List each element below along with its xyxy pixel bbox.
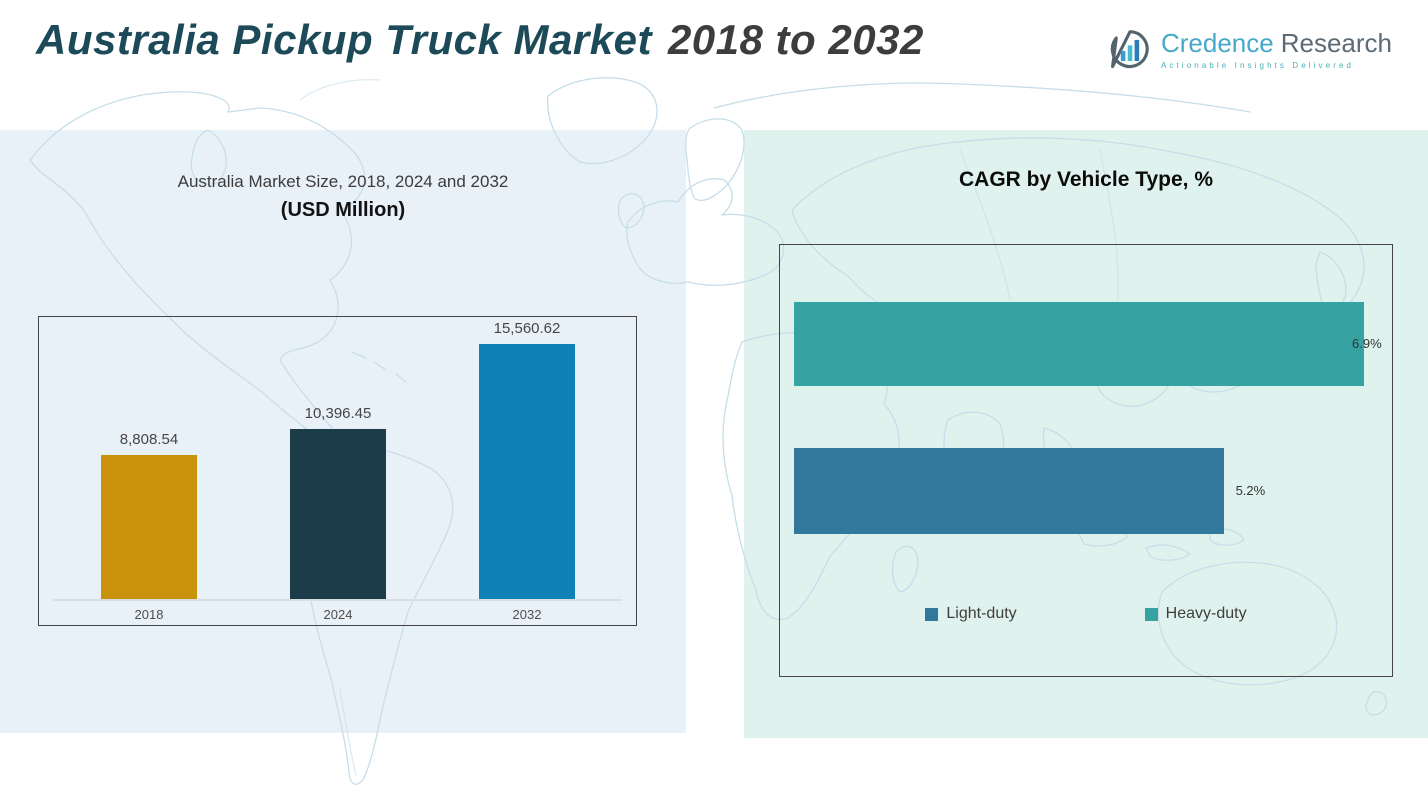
- bar-light-duty: [794, 448, 1224, 534]
- logo-text: Credence Research Actionable Insights Del…: [1161, 28, 1392, 70]
- legend-label-light-duty: Light-duty: [946, 605, 1017, 622]
- page-title-years: 2018 to 2032: [667, 16, 924, 63]
- legend-swatch-light-duty: [925, 607, 939, 621]
- value-label-2018: 8,808.54: [119, 430, 179, 448]
- credence-research-logo: Credence Research Actionable Insights Del…: [1108, 28, 1392, 72]
- market-size-chart: 8,808.54 2018 10,396.45 2024 15,560.62 2032: [38, 316, 637, 626]
- tick-label-2032: 2032: [512, 607, 542, 622]
- logo-tagline: Actionable Insights Delivered: [1160, 61, 1355, 70]
- bar-2024: [290, 428, 386, 599]
- legend-swatch-heavy-duty: [1144, 607, 1158, 621]
- tick-label-2024: 2024: [323, 607, 353, 622]
- market-size-chart-title: Australia Market Size, 2018, 2024 and 20…: [177, 172, 509, 191]
- logo-brand-secondary: Research: [1280, 28, 1392, 58]
- page-title: Australia Pickup Truck Market 2018 to 203…: [36, 16, 924, 64]
- value-label-2024: 10,396.45: [304, 404, 372, 422]
- tick-label-2018: 2018: [134, 607, 164, 622]
- value-label-light-duty: 5.2%: [1235, 483, 1266, 498]
- cagr-chart-title: CAGR by Vehicle Type, %: [958, 168, 1214, 191]
- x-axis-line: [53, 599, 622, 601]
- bar-2032: [479, 344, 575, 599]
- value-label-heavy-duty: 6.9%: [1352, 336, 1382, 351]
- market-size-chart-subtitle: (USD Million): [280, 199, 406, 221]
- bar-2018: [101, 454, 197, 599]
- value-label-2032: 15,560.62: [493, 320, 561, 337]
- logo-brand: Credence Research: [1161, 28, 1392, 58]
- legend-label-heavy-duty: Heavy-duty: [1165, 605, 1247, 622]
- bar-chart-bubble-icon: [1110, 30, 1149, 69]
- legend-item-heavy-duty: Heavy-duty: [1144, 605, 1247, 623]
- page-title-market: Australia Pickup Truck Market: [36, 16, 652, 63]
- bar-heavy-duty: [794, 302, 1364, 386]
- legend-item-light-duty: Light-duty: [925, 605, 1017, 623]
- cagr-chart: 6.9% 5.2% Light-duty Heavy-duty: [779, 244, 1393, 677]
- cagr-legend: Light-duty Heavy-duty: [780, 605, 1392, 623]
- logo-brand-primary: Credence: [1160, 28, 1274, 58]
